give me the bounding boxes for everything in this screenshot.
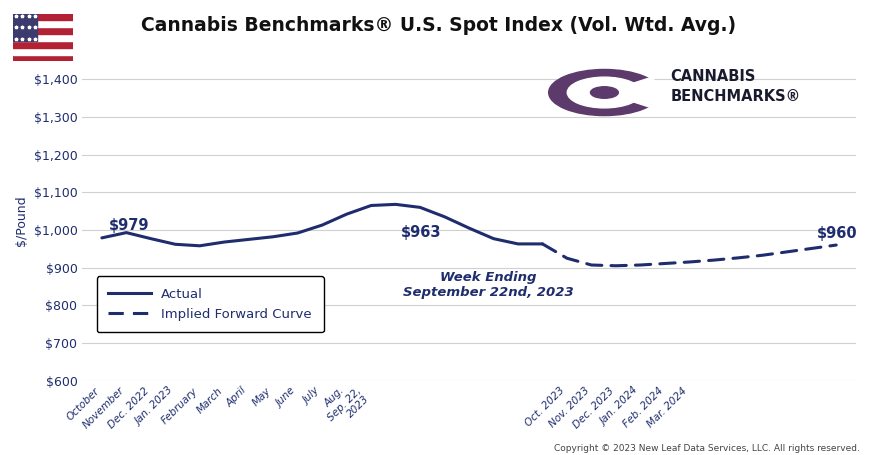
Text: Week Ending
September 22nd, 2023: Week Ending September 22nd, 2023	[403, 271, 574, 298]
Legend: Actual, Implied Forward Curve: Actual, Implied Forward Curve	[96, 276, 324, 333]
Text: CANNABIS
BENCHMARKS®: CANNABIS BENCHMARKS®	[670, 69, 801, 103]
Circle shape	[567, 77, 642, 108]
Bar	[13, 14, 37, 41]
Text: Cannabis Benchmarks® U.S. Spot Index (Vol. Wtd. Avg.): Cannabis Benchmarks® U.S. Spot Index (Vo…	[141, 16, 736, 35]
Text: $979: $979	[110, 217, 150, 233]
Text: $963: $963	[401, 225, 441, 240]
Circle shape	[590, 87, 618, 98]
Circle shape	[549, 70, 660, 116]
Bar	[13, 14, 73, 20]
Text: Copyright © 2023 New Leaf Data Services, LLC. All rights reserved.: Copyright © 2023 New Leaf Data Services,…	[553, 444, 859, 453]
Bar	[13, 27, 73, 34]
Y-axis label: $/Pound: $/Pound	[15, 195, 28, 246]
Bar	[13, 48, 73, 55]
Bar	[13, 41, 73, 48]
Bar	[13, 55, 73, 61]
Text: $960: $960	[816, 226, 857, 241]
Bar	[13, 20, 73, 27]
Wedge shape	[604, 78, 662, 107]
Bar	[13, 34, 73, 41]
